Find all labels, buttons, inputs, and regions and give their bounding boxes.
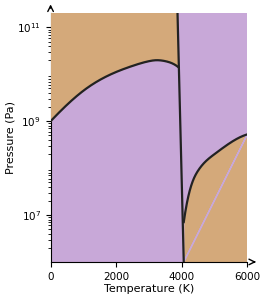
Y-axis label: Pressure (Pa): Pressure (Pa)	[6, 101, 15, 174]
Polygon shape	[177, 13, 247, 262]
X-axis label: Temperature (K): Temperature (K)	[104, 284, 194, 294]
Polygon shape	[51, 13, 178, 121]
Polygon shape	[51, 13, 184, 262]
